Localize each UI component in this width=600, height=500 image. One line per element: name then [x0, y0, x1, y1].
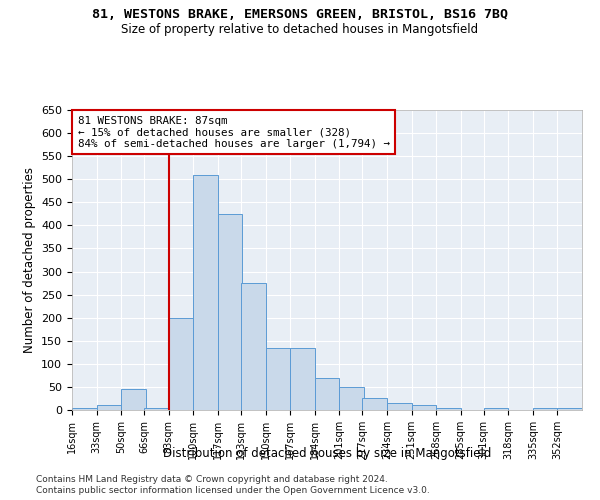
Bar — [315, 378, 339, 410]
Bar — [72, 408, 97, 410]
Text: Distribution of detached houses by size in Mangotsfield: Distribution of detached houses by size … — [163, 448, 491, 460]
Bar — [169, 318, 193, 410]
Bar — [436, 408, 461, 410]
Text: Size of property relative to detached houses in Mangotsfield: Size of property relative to detached ho… — [121, 22, 479, 36]
Bar — [290, 348, 315, 410]
Bar — [241, 283, 266, 410]
Bar — [387, 403, 412, 410]
Bar — [193, 174, 218, 410]
Bar — [218, 214, 242, 410]
Text: Contains HM Land Registry data © Crown copyright and database right 2024.: Contains HM Land Registry data © Crown c… — [36, 475, 388, 484]
Bar — [144, 408, 169, 410]
Text: Contains public sector information licensed under the Open Government Licence v3: Contains public sector information licen… — [36, 486, 430, 495]
Bar — [362, 398, 387, 410]
Text: 81, WESTONS BRAKE, EMERSONS GREEN, BRISTOL, BS16 7BQ: 81, WESTONS BRAKE, EMERSONS GREEN, BRIST… — [92, 8, 508, 20]
Bar — [97, 406, 121, 410]
Text: 81 WESTONS BRAKE: 87sqm
← 15% of detached houses are smaller (328)
84% of semi-d: 81 WESTONS BRAKE: 87sqm ← 15% of detache… — [78, 116, 390, 148]
Y-axis label: Number of detached properties: Number of detached properties — [23, 167, 35, 353]
Bar — [266, 348, 290, 410]
Bar — [484, 408, 508, 410]
Bar — [121, 389, 146, 410]
Bar — [533, 408, 557, 410]
Bar — [412, 406, 436, 410]
Bar — [557, 408, 582, 410]
Bar — [339, 387, 364, 410]
